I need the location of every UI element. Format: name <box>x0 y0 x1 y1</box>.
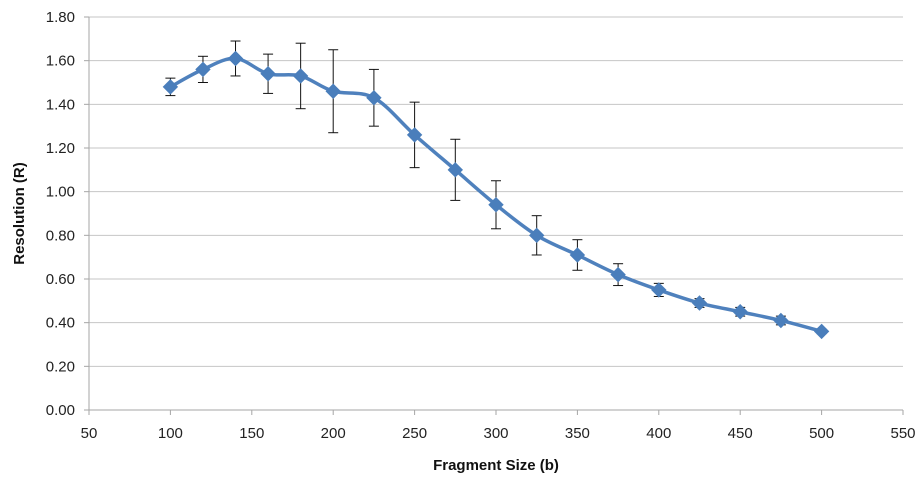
data-point <box>691 295 708 311</box>
y-tick-label: 1.80 <box>46 9 75 26</box>
y-tick-label: 0.80 <box>46 227 75 244</box>
x-tick-label: 350 <box>565 425 590 442</box>
data-point <box>773 312 789 329</box>
x-tick-labels: 50 100 150 200 250 300 350 400 450 500 550 <box>81 425 916 442</box>
y-tick-label: 1.40 <box>46 96 75 113</box>
x-tick-label: 150 <box>239 425 264 442</box>
x-tick-label: 200 <box>321 425 346 442</box>
data-point <box>227 50 244 67</box>
x-tick-label: 100 <box>158 425 183 442</box>
y-tick-label: 0.40 <box>46 315 75 332</box>
y-tick-label: 0.60 <box>46 271 75 288</box>
data-point <box>528 227 545 244</box>
y-tick-label: 0.20 <box>46 358 75 375</box>
data-point <box>732 304 748 320</box>
x-tick-label: 250 <box>402 425 427 442</box>
data-point <box>162 79 179 95</box>
data-point <box>325 83 341 99</box>
x-tick-label: 550 <box>890 425 915 442</box>
y-tick-label: 0.00 <box>46 402 75 419</box>
x-tick-label: 400 <box>646 425 671 442</box>
data-point <box>569 247 586 263</box>
data-point <box>406 127 423 143</box>
x-tick-label: 50 <box>81 425 98 442</box>
axes <box>84 16 904 415</box>
x-axis-title: Fragment Size (b) <box>433 457 559 474</box>
data-point <box>195 61 211 78</box>
y-tick-label: 1.60 <box>46 53 75 70</box>
data-point <box>488 197 504 213</box>
data-point <box>447 162 464 178</box>
data-points <box>162 50 830 340</box>
error-bars <box>165 40 827 335</box>
y-tick-label: 1.00 <box>46 184 75 201</box>
y-axis-title: Resolution (R) <box>11 162 28 265</box>
x-tick-label: 500 <box>809 425 834 442</box>
data-point <box>651 282 667 298</box>
data-point <box>813 323 830 340</box>
y-tick-labels: 0.00 0.20 0.40 0.60 0.80 1.00 1.20 1.40 1.60 1.80 <box>46 9 75 419</box>
x-tick-label: 300 <box>483 425 508 442</box>
x-tick-label: 450 <box>728 425 753 442</box>
data-point <box>260 66 276 82</box>
y-tick-label: 1.20 <box>46 140 75 157</box>
data-point <box>292 68 309 84</box>
data-point <box>610 266 626 283</box>
data-point <box>366 90 382 106</box>
